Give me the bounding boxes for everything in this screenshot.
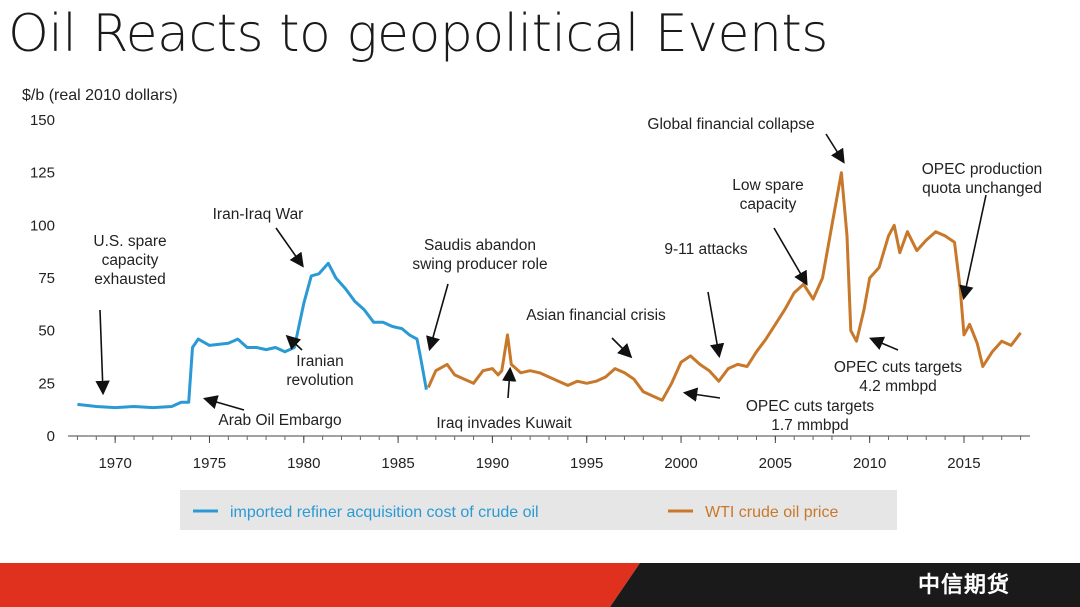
series-line-wti (426, 171, 1022, 402)
annotation-low-spare: Low spare capacity (732, 177, 808, 286)
annotation-opec-cuts-42: OPEC cuts targets 4.2 mmbpd (834, 336, 963, 395)
series-layer (77, 171, 1022, 410)
legend-label: imported refiner acquisition cost of cru… (230, 504, 539, 521)
x-tick-label: 1980 (287, 455, 320, 472)
annotation-text: Iran-Iraq War (213, 206, 304, 223)
annotation-arrow (502, 366, 517, 399)
legend: imported refiner acquisition cost of cru… (180, 490, 897, 530)
y-tick-label: 100 (30, 217, 55, 234)
annotation-text: quota unchanged (922, 180, 1042, 197)
annotation-saudis-abandon: Saudis abandon swing producer role (412, 237, 548, 352)
axes: 0 25 50 75 100 125 150 1970 1975 1980 1985 1990 1995… (30, 112, 1030, 472)
y-tick-label: 50 (38, 323, 55, 340)
y-tick-label: 25 (38, 375, 55, 392)
y-tick-label: 75 (38, 270, 55, 287)
y-axis-label: $/b (real 2010 dollars) (22, 87, 178, 104)
annotation-arrow (202, 395, 245, 411)
x-tick-label: 1985 (381, 455, 414, 472)
annotation-arrow (95, 309, 110, 396)
annotation-text: 1.7 mmbpd (771, 417, 849, 434)
annotation-text: Asian financial crisis (526, 307, 666, 324)
annotation-text: capacity (740, 196, 797, 213)
annotation-arrow (707, 291, 725, 359)
x-tick-label: 2010 (853, 455, 886, 472)
x-tick-label: 2000 (664, 455, 697, 472)
legend-label: WTI crude oil price (705, 504, 838, 521)
annotation-us-spare: U.S. spare capacity exhausted (93, 233, 167, 396)
annotation-text: OPEC production (922, 161, 1043, 178)
annotation-nine-eleven: 9-11 attacks (664, 241, 748, 359)
annotation-text: Iraq invades Kuwait (436, 415, 572, 432)
annotation-opec-cuts-17: OPEC cuts targets 1.7 mmbpd (682, 387, 875, 434)
annotation-arrow (825, 133, 845, 164)
annotation-text: Saudis abandon (424, 237, 536, 254)
annotation-text: 9-11 attacks (664, 241, 748, 258)
x-tick-label: 1970 (98, 455, 131, 472)
x-tick-label: 2005 (759, 455, 792, 472)
x-tick-label: 1995 (570, 455, 603, 472)
y-tick-label: 125 (30, 165, 55, 182)
annotation-text: OPEC cuts targets (834, 359, 963, 376)
x-tick-label: 1975 (193, 455, 226, 472)
annotation-arrow (285, 334, 303, 351)
annotations: U.S. spare capacity exhausted Arab Oil Emba… (93, 116, 1042, 434)
annotation-text: Iranian (296, 353, 343, 370)
brand-logo-text: 中信期货 (917, 573, 1010, 598)
slide-title: Oil Reacts to geopolitical Events (8, 4, 828, 64)
footer-dark-band (610, 563, 1080, 607)
x-tick-label: 2015 (947, 455, 980, 472)
y-tick-label: 0 (47, 428, 55, 445)
annotation-text: capacity (102, 252, 159, 269)
x-tick-label: 1990 (476, 455, 509, 472)
annotation-iraq-kuwait: Iraq invades Kuwait (436, 366, 572, 432)
annotation-arrow (611, 337, 633, 359)
annotation-arab-embargo: Arab Oil Embargo (202, 395, 342, 429)
annotation-iran-iraq-war: Iran-Iraq War (213, 206, 304, 268)
annotation-arrow (869, 336, 899, 351)
legend-box (180, 490, 897, 530)
annotation-text: 4.2 mmbpd (859, 378, 937, 395)
annotation-arrow (275, 227, 304, 268)
annotation-arrow (959, 194, 987, 301)
annotation-text: OPEC cuts targets (746, 398, 875, 415)
annotation-arrow (773, 227, 808, 286)
footer-bar (0, 563, 1080, 607)
annotation-text: U.S. spare (93, 233, 166, 250)
oil-price-chart: $/b (real 2010 dollars) 0 25 50 75 100 125 150… (22, 87, 1042, 530)
annotation-iranian-revolution: Iranian revolution (285, 334, 354, 389)
footer-red-band (0, 563, 640, 607)
annotation-text: Arab Oil Embargo (218, 412, 341, 429)
annotation-asian-crisis: Asian financial crisis (526, 307, 666, 359)
annotation-text: Low spare (732, 177, 804, 194)
annotation-arrow (682, 387, 721, 402)
annotation-arrow (426, 283, 449, 352)
series-line-refiner-cost (77, 261, 428, 410)
annotation-text: exhausted (94, 271, 166, 288)
y-tick-label: 150 (30, 112, 55, 129)
annotation-opec-quota: OPEC production quota unchanged (922, 161, 1043, 301)
annotation-global-collapse: Global financial collapse (647, 116, 845, 164)
annotation-text: swing producer role (412, 256, 547, 273)
annotation-text: Global financial collapse (647, 116, 814, 133)
annotation-text: revolution (286, 372, 353, 389)
